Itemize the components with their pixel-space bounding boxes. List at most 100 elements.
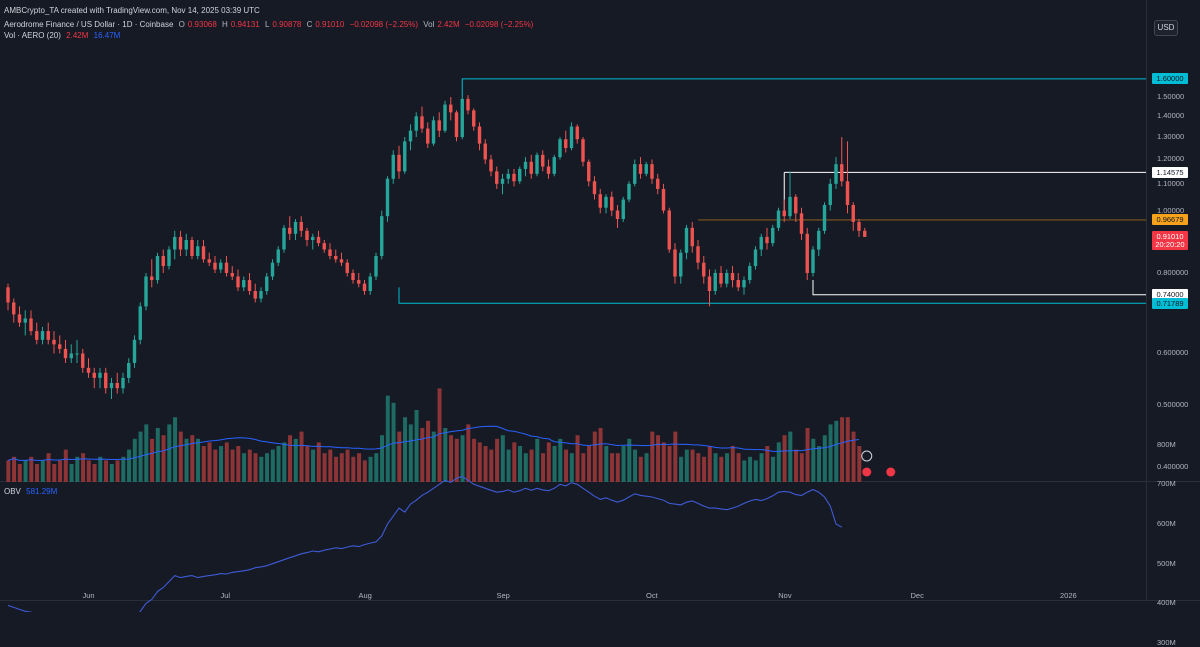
volume-bar	[748, 456, 753, 482]
candle-body	[546, 166, 551, 174]
candle-body	[339, 259, 344, 263]
volume-bar	[495, 438, 500, 482]
volume-bar	[368, 456, 373, 482]
price-tick-label: 1.10000	[1157, 178, 1185, 188]
candle-body	[167, 249, 171, 267]
candle-body	[587, 161, 591, 182]
volume-bar	[443, 428, 448, 482]
candle-body	[822, 204, 827, 231]
price-tag: 0.74000	[1152, 289, 1188, 301]
volume-bar	[638, 456, 643, 482]
volume-bar	[109, 464, 114, 482]
credit-line: AMBCrypto_TA created with TradingView.co…	[4, 6, 263, 15]
volume-bar	[633, 449, 638, 482]
candle-body	[207, 259, 211, 263]
time-tick-label: Sep	[496, 591, 510, 600]
candle-body	[748, 266, 752, 281]
volume-bar	[713, 453, 718, 482]
volume-bar	[483, 446, 488, 482]
candle-body	[575, 126, 579, 140]
symbol-name[interactable]: Aerodrome Finance / US Dollar · 1D · Coi…	[4, 20, 174, 29]
volume-bar	[661, 442, 666, 482]
volume-bar	[132, 438, 137, 482]
candle-body	[523, 161, 528, 169]
volume-bar	[190, 435, 195, 482]
candle-body	[270, 262, 275, 277]
volume-bar	[247, 449, 252, 482]
volume-bar	[673, 431, 678, 482]
candle-body	[627, 183, 631, 200]
candle-body	[604, 196, 608, 208]
candle-body	[811, 249, 815, 273]
candle-body	[408, 130, 413, 142]
volume-bar	[771, 456, 776, 482]
volume-bar	[299, 431, 304, 482]
currency-button[interactable]: USD	[1154, 20, 1178, 36]
candle-body	[771, 227, 775, 244]
candle-body	[115, 382, 119, 389]
volume-bar	[851, 431, 856, 482]
obv-tick-label: 300M	[1157, 638, 1176, 647]
volume-bar	[213, 449, 218, 482]
volume-bar	[345, 449, 350, 482]
obv-label[interactable]: OBV	[4, 487, 21, 496]
volume-bar	[466, 424, 471, 482]
volume-bar	[219, 446, 224, 482]
price-tick-label: 1.20000	[1157, 154, 1185, 164]
volume-bar	[679, 456, 684, 482]
volume-bar	[845, 417, 850, 482]
obv-indicator-line[interactable]: OBV 581.29M	[4, 487, 60, 496]
volume-bar	[656, 435, 661, 482]
candle-body	[466, 98, 470, 111]
volume-bar	[391, 402, 396, 482]
close-value: 0.91010	[315, 20, 345, 29]
candle-body	[828, 183, 832, 205]
event-marker-icon	[862, 467, 872, 477]
candle-body	[420, 116, 424, 129]
volume-bar	[12, 456, 17, 482]
volume-bar	[230, 449, 235, 482]
candle-body	[397, 154, 401, 172]
volume-bar	[753, 460, 758, 482]
obv-line	[7, 475, 843, 612]
candle-body	[500, 178, 505, 184]
candle-body	[506, 173, 510, 179]
volume-bar	[794, 449, 799, 482]
price-tick-label: 0.600000	[1157, 348, 1189, 358]
volume-bar	[40, 460, 45, 482]
price-tag: 0.71789	[1152, 297, 1188, 309]
candle-body	[667, 210, 671, 250]
symbol-line[interactable]: Aerodrome Finance / US Dollar · 1D · Coi…	[4, 20, 536, 29]
candle-body	[765, 236, 769, 244]
volume-bar	[523, 453, 528, 482]
candle-body	[35, 331, 39, 340]
candle-body	[650, 164, 654, 179]
volume-bar	[535, 438, 540, 482]
volume-bar	[127, 449, 132, 482]
volume-indicator-line[interactable]: Vol · AERO (20) 2.42M 16.47M	[4, 31, 123, 40]
volume-bar	[690, 449, 695, 482]
volume-bar	[29, 456, 34, 482]
volume-bar	[115, 460, 120, 482]
volume-bar	[380, 435, 385, 482]
volume-bar	[460, 435, 465, 482]
high-value: 0.94131	[230, 20, 260, 29]
candle-body	[702, 262, 706, 277]
volume-bar	[431, 431, 436, 482]
volume-bar	[86, 460, 91, 482]
candle-body	[104, 372, 108, 389]
price-tag: 0.91010	[1152, 231, 1188, 243]
volume-indicator-label[interactable]: Vol · AERO (20)	[4, 31, 61, 40]
candle-body	[707, 276, 712, 292]
candle-body	[845, 181, 850, 205]
volume-bar	[489, 449, 494, 482]
candle-body	[253, 291, 257, 299]
candle-body	[656, 178, 660, 189]
volume-bar	[621, 446, 626, 482]
trading-chart[interactable]	[0, 0, 1200, 612]
time-tick-label: Oct	[646, 591, 658, 600]
candle-body	[322, 243, 326, 250]
candle-body	[483, 143, 487, 160]
candle-body	[569, 126, 574, 149]
candle-body	[6, 287, 10, 303]
